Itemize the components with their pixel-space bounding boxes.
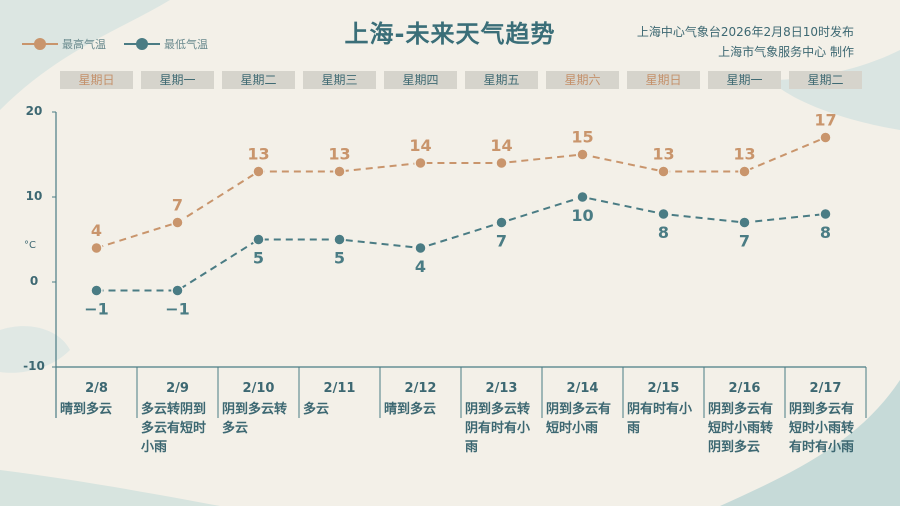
low-temp-label: 7: [739, 232, 750, 251]
low-temp-label: 8: [820, 223, 831, 242]
y-tick-label: 0: [29, 274, 39, 288]
high-temp-point: [738, 165, 751, 178]
chart-legend: 最高气温 最低气温: [22, 36, 226, 52]
high-temp-label: 13: [247, 145, 269, 164]
low-temp-point: [576, 190, 589, 204]
high-temp-label: 15: [571, 128, 593, 147]
high-temp-point: [495, 156, 508, 170]
y-tick-label: 20: [25, 104, 43, 118]
legend-high-marker: [22, 38, 58, 50]
weekday-label: 星期一: [708, 71, 781, 89]
weather-description: 阴到多云转多云: [222, 402, 288, 436]
weather-description: 阴有时有小雨: [627, 402, 693, 436]
weekday-label: 星期二: [789, 71, 862, 89]
low-temp-label: 5: [253, 249, 264, 268]
low-temp-label: −1: [165, 300, 190, 319]
low-temp-point: [171, 284, 184, 297]
weekday-label: 星期五: [465, 71, 538, 89]
high-temp-label: 14: [409, 136, 431, 155]
high-temp-point: [657, 165, 670, 178]
weather-description: 晴到多云: [60, 402, 113, 417]
low-temp-label: 7: [496, 232, 507, 251]
high-temp-point: [90, 241, 103, 255]
low-temp-point: [819, 207, 832, 221]
high-temp-point: [819, 131, 832, 144]
weather-description: 多云: [303, 402, 330, 417]
page-title: 上海-未来天气趋势: [344, 20, 556, 48]
date-label: 2/17: [809, 381, 842, 396]
issuer-line-1: 上海中心气象台2026年2月8日10时发布: [636, 25, 854, 39]
date-label: 2/10: [242, 381, 275, 396]
legend-low: 最低气温: [124, 36, 208, 52]
low-temp-point: [414, 241, 427, 255]
date-label: 2/14: [566, 381, 599, 396]
low-temp-point: [495, 216, 508, 229]
issuer-info: 上海中心气象台2026年2月8日10时发布 上海市气象服务中心 制作: [637, 22, 854, 62]
high-temp-label: 4: [91, 221, 102, 240]
weather-description: 多云转阴到多云有短时小雨: [141, 402, 207, 455]
low-temp-label: 10: [571, 206, 593, 225]
low-temp-label: 4: [415, 257, 426, 276]
date-label: 2/12: [404, 381, 437, 396]
date-label: 2/9: [166, 381, 189, 396]
high-temp-point: [333, 165, 346, 178]
legend-low-label: 最低气温: [164, 38, 208, 51]
weather-description: 晴到多云: [384, 402, 437, 417]
low-temp-point: [252, 233, 265, 246]
weekday-label: 星期三: [303, 71, 376, 89]
high-temp-label: 13: [328, 145, 350, 164]
high-temp-point: [252, 165, 265, 178]
date-label: 2/13: [485, 381, 518, 396]
weather-description: 阴到多云有短时小雨转阴到多云: [708, 402, 774, 455]
date-label: 2/15: [647, 381, 680, 396]
weather-description: 阴到多云有短时小雨转有时有小雨: [789, 402, 855, 455]
date-label: 2/16: [728, 381, 761, 396]
legend-high-label: 最高气温: [62, 38, 106, 51]
issuer-line-2: 上海市气象服务中心 制作: [718, 45, 854, 59]
weekday-label: 星期日: [627, 71, 700, 89]
high-temp-line: [96, 136, 826, 249]
high-temp-label: 13: [733, 145, 755, 164]
low-temp-label: −1: [84, 300, 109, 319]
low-temp-point: [738, 216, 751, 229]
y-tick-label: 10: [25, 189, 43, 203]
high-temp-point: [414, 156, 427, 170]
high-temp-label: 14: [490, 136, 512, 155]
legend-low-marker: [124, 38, 160, 50]
low-temp-label: 5: [334, 249, 345, 268]
low-temp-label: 8: [658, 223, 669, 242]
weather-description: 阴到多云转阴有时有小雨: [465, 402, 531, 455]
weekday-label: 星期二: [222, 71, 295, 89]
weekday-label: 星期四: [384, 71, 457, 89]
weather-description: 阴到多云有短时小雨: [546, 402, 612, 436]
low-temp-line: [96, 195, 826, 292]
low-temp-point: [333, 233, 346, 246]
y-axis-unit: °C: [24, 240, 36, 251]
weekday-label: 星期日: [60, 71, 133, 89]
low-temp-point: [657, 207, 670, 221]
high-temp-point: [576, 148, 589, 161]
high-temp-label: 17: [814, 111, 836, 130]
high-temp-label: 7: [172, 196, 183, 215]
date-label: 2/11: [323, 381, 356, 396]
date-label: 2/8: [85, 381, 108, 396]
weekday-label: 星期一: [141, 71, 214, 89]
high-temp-label: 13: [652, 145, 674, 164]
high-temp-point: [171, 216, 184, 229]
weekday-label: 星期六: [546, 71, 619, 89]
legend-high: 最高气温: [22, 36, 106, 52]
y-tick-label: -10: [23, 359, 45, 373]
low-temp-point: [90, 284, 103, 297]
